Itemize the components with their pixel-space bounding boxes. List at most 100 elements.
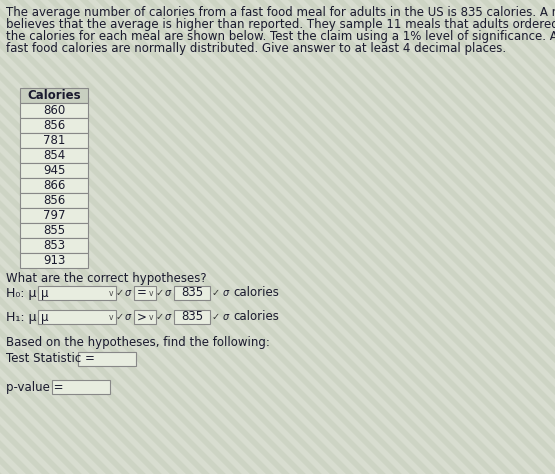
Polygon shape <box>0 0 314 474</box>
Polygon shape <box>0 0 354 474</box>
Text: μ: μ <box>41 286 48 300</box>
Polygon shape <box>440 0 555 474</box>
FancyBboxPatch shape <box>20 238 88 253</box>
FancyBboxPatch shape <box>20 148 88 163</box>
Text: σ: σ <box>125 312 131 322</box>
Polygon shape <box>56 0 538 474</box>
Polygon shape <box>256 0 555 474</box>
Polygon shape <box>328 0 555 474</box>
Text: 856: 856 <box>43 119 65 132</box>
Text: ✓: ✓ <box>212 288 220 298</box>
Text: H₁: μ: H₁: μ <box>6 310 37 323</box>
Polygon shape <box>8 0 490 474</box>
Polygon shape <box>0 0 250 474</box>
Polygon shape <box>400 0 555 474</box>
Text: calories: calories <box>233 310 279 323</box>
Text: 945: 945 <box>43 164 65 177</box>
Polygon shape <box>120 0 555 474</box>
Polygon shape <box>0 0 26 474</box>
Text: The average number of calories from a fast food meal for adults in the US is 835: The average number of calories from a fa… <box>6 6 555 19</box>
Polygon shape <box>0 0 170 474</box>
Polygon shape <box>40 0 522 474</box>
FancyBboxPatch shape <box>38 286 116 300</box>
Polygon shape <box>544 0 555 474</box>
Polygon shape <box>376 0 555 474</box>
Polygon shape <box>136 0 555 474</box>
Polygon shape <box>336 0 555 474</box>
Polygon shape <box>248 0 555 474</box>
Polygon shape <box>0 0 114 474</box>
Polygon shape <box>384 0 555 474</box>
Polygon shape <box>456 0 555 474</box>
Polygon shape <box>472 0 555 474</box>
Polygon shape <box>0 0 194 474</box>
Text: σ: σ <box>165 288 171 298</box>
Text: v: v <box>149 289 153 298</box>
FancyBboxPatch shape <box>20 163 88 178</box>
Polygon shape <box>0 0 410 474</box>
FancyBboxPatch shape <box>20 178 88 193</box>
Polygon shape <box>48 0 530 474</box>
Polygon shape <box>240 0 555 474</box>
Polygon shape <box>0 0 178 474</box>
FancyBboxPatch shape <box>20 208 88 223</box>
Polygon shape <box>0 0 330 474</box>
Polygon shape <box>224 0 555 474</box>
Polygon shape <box>416 0 555 474</box>
Text: Calories: Calories <box>27 89 81 102</box>
Polygon shape <box>0 0 186 474</box>
Text: ✓: ✓ <box>156 288 164 298</box>
Polygon shape <box>0 0 210 474</box>
Polygon shape <box>0 0 450 474</box>
Polygon shape <box>0 0 346 474</box>
Polygon shape <box>200 0 555 474</box>
Polygon shape <box>552 0 555 474</box>
Text: 835: 835 <box>181 310 203 323</box>
Polygon shape <box>0 0 298 474</box>
Polygon shape <box>272 0 555 474</box>
Polygon shape <box>0 0 218 474</box>
Text: 860: 860 <box>43 104 65 117</box>
Polygon shape <box>296 0 555 474</box>
FancyBboxPatch shape <box>78 352 136 366</box>
Polygon shape <box>280 0 555 474</box>
Polygon shape <box>0 0 138 474</box>
Polygon shape <box>0 0 146 474</box>
FancyBboxPatch shape <box>174 310 210 324</box>
Text: Test Statistic =: Test Statistic = <box>6 353 95 365</box>
Polygon shape <box>0 0 18 474</box>
Polygon shape <box>128 0 555 474</box>
Text: the calories for each meal are shown below. Test the claim using a 1% level of s: the calories for each meal are shown bel… <box>6 30 555 43</box>
Polygon shape <box>0 0 66 474</box>
Polygon shape <box>0 0 130 474</box>
Polygon shape <box>0 0 90 474</box>
Text: ✓: ✓ <box>156 312 164 322</box>
Text: 866: 866 <box>43 179 65 192</box>
Polygon shape <box>512 0 555 474</box>
Polygon shape <box>0 0 474 474</box>
Polygon shape <box>368 0 555 474</box>
Polygon shape <box>64 0 546 474</box>
Polygon shape <box>0 0 106 474</box>
Polygon shape <box>312 0 555 474</box>
Polygon shape <box>0 0 154 474</box>
Text: 835: 835 <box>181 286 203 300</box>
Text: ✓: ✓ <box>116 288 124 298</box>
Polygon shape <box>0 0 442 474</box>
Text: ✓: ✓ <box>212 312 220 322</box>
Polygon shape <box>0 0 322 474</box>
Polygon shape <box>104 0 555 474</box>
Text: What are the correct hypotheses?: What are the correct hypotheses? <box>6 272 206 285</box>
Text: μ: μ <box>41 310 48 323</box>
Text: 854: 854 <box>43 149 65 162</box>
Polygon shape <box>16 0 498 474</box>
Polygon shape <box>0 0 338 474</box>
Polygon shape <box>0 0 290 474</box>
Polygon shape <box>144 0 555 474</box>
Polygon shape <box>480 0 555 474</box>
Text: 913: 913 <box>43 254 65 267</box>
FancyBboxPatch shape <box>52 380 110 394</box>
Polygon shape <box>0 0 458 474</box>
Text: 797: 797 <box>43 209 65 222</box>
Polygon shape <box>72 0 554 474</box>
